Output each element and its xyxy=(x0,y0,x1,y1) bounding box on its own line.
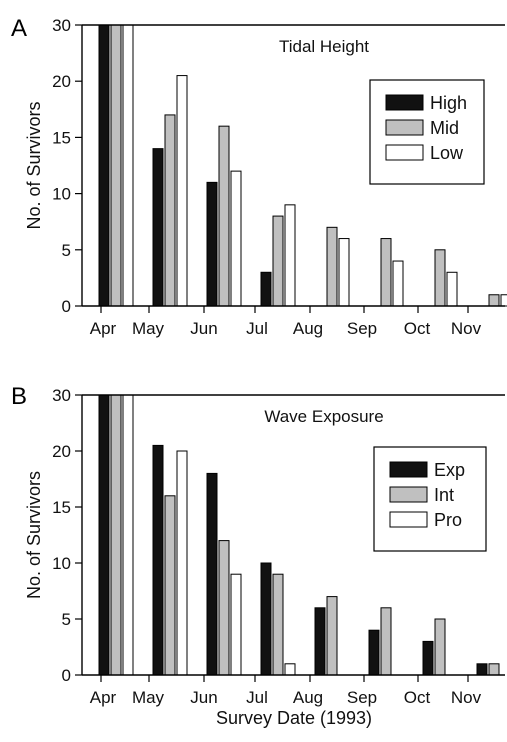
legend-label-exp: Exp xyxy=(434,460,465,480)
bar-int-jul xyxy=(272,573,284,676)
y-axis-title: No. of Survivors xyxy=(24,101,44,229)
bar-pro-may xyxy=(176,450,188,676)
bar-low-apr xyxy=(122,24,134,307)
chart-title: Wave Exposure xyxy=(264,407,383,426)
bar-high-may xyxy=(152,148,164,307)
y-tick-label: 30 xyxy=(52,16,71,35)
bar-mid-apr xyxy=(110,24,122,307)
bar-low-nov xyxy=(500,294,507,307)
legend-swatch-low xyxy=(385,144,424,161)
y-tick-label: 5 xyxy=(62,610,71,629)
x-tick-label: Aug xyxy=(293,688,323,707)
bar-exp-jul xyxy=(260,562,272,676)
bar-mid-jul xyxy=(272,215,284,307)
panel-letter: A xyxy=(11,15,27,42)
legend-label-mid: Mid xyxy=(430,118,459,138)
chart-title: Tidal Height xyxy=(279,37,369,56)
bar-mid-aug xyxy=(326,226,338,307)
bar-pro-jun xyxy=(230,573,242,676)
x-axis-title: Survey Date (1993) xyxy=(216,708,372,728)
x-tick-label: Oct xyxy=(404,688,431,707)
bar-high-jul xyxy=(260,271,272,307)
x-tick-label: Jun xyxy=(190,319,217,338)
y-axis-title: No. of Survivors xyxy=(24,471,44,599)
y-tick-label: 20 xyxy=(52,442,71,461)
legend-swatch-pro xyxy=(389,511,428,528)
legend-label-int: Int xyxy=(434,485,454,505)
bar-exp-apr xyxy=(98,394,110,676)
bar-mid-sep xyxy=(380,238,392,307)
y-tick-label: 10 xyxy=(52,185,71,204)
bar-int-apr xyxy=(110,394,122,676)
x-tick-label: May xyxy=(132,319,165,338)
x-tick-label: Oct xyxy=(404,319,431,338)
bar-low-oct xyxy=(446,271,458,307)
legend: Exp Int Pro xyxy=(373,446,487,552)
bar-exp-aug xyxy=(314,607,326,676)
bar-int-jun xyxy=(218,540,230,676)
bar-exp-sep xyxy=(368,629,380,676)
y-tick-label: 20 xyxy=(52,72,71,91)
y-tick-label: 5 xyxy=(62,241,71,260)
legend: High Mid Low xyxy=(369,79,485,185)
legend-swatch-int xyxy=(389,486,428,503)
x-tick-label: Sep xyxy=(347,688,377,707)
legend-swatch-exp xyxy=(389,461,428,478)
panel-letter: B xyxy=(11,383,27,410)
bar-mid-may xyxy=(164,114,176,307)
bar-pro-jul xyxy=(284,663,296,676)
panel-a: A 0 5 10 15 20 30 Apr May Jun Jul Aug Sep Oct Nov No. o… xyxy=(11,15,507,338)
bar-low-jun xyxy=(230,170,242,307)
legend-swatch-high xyxy=(385,94,424,111)
x-tick-label: Nov xyxy=(451,319,482,338)
bar-high-apr xyxy=(98,24,110,307)
x-tick-label: Jul xyxy=(246,688,268,707)
bar-exp-jun xyxy=(206,472,218,676)
bar-low-may xyxy=(176,75,188,307)
bar-mid-oct xyxy=(434,249,446,307)
y-tick-label: 15 xyxy=(52,128,71,147)
x-tick-label: Nov xyxy=(451,688,482,707)
x-tick-label: May xyxy=(132,688,165,707)
x-tick-label: Apr xyxy=(90,319,117,338)
bar-int-nov xyxy=(488,663,500,676)
x-tick-label: Sep xyxy=(347,319,377,338)
legend-label-low: Low xyxy=(430,143,464,163)
x-tick-label: Aug xyxy=(293,319,323,338)
panel-b: B 0 5 10 15 20 30 Apr May Jun Jul Aug Sep Oct Nov No. o… xyxy=(11,383,505,728)
y-tick-label: 0 xyxy=(62,666,71,685)
x-tick-label: Jul xyxy=(246,319,268,338)
x-tick-label: Jun xyxy=(190,688,217,707)
bar-low-aug xyxy=(338,238,350,307)
y-tick-label: 0 xyxy=(62,297,71,316)
bar-exp-nov xyxy=(476,663,488,676)
bar-pro-apr xyxy=(122,394,134,676)
bar-mid-nov xyxy=(488,294,500,307)
legend-swatch-mid xyxy=(385,119,424,136)
x-tick-label: Apr xyxy=(90,688,117,707)
legend-label-high: High xyxy=(430,93,467,113)
bar-low-jul xyxy=(284,204,296,307)
bar-exp-may xyxy=(152,444,164,676)
bar-high-jun xyxy=(206,181,218,307)
bar-int-oct xyxy=(434,618,446,676)
legend-label-pro: Pro xyxy=(434,510,462,530)
bar-exp-oct xyxy=(422,640,434,676)
y-tick-label: 10 xyxy=(52,554,71,573)
bar-int-aug xyxy=(326,596,338,676)
y-tick-label: 30 xyxy=(52,386,71,405)
bar-int-sep xyxy=(380,607,392,676)
y-tick-label: 15 xyxy=(52,498,71,517)
bar-mid-jun xyxy=(218,125,230,307)
bar-int-may xyxy=(164,495,176,676)
bar-low-sep xyxy=(392,260,404,307)
